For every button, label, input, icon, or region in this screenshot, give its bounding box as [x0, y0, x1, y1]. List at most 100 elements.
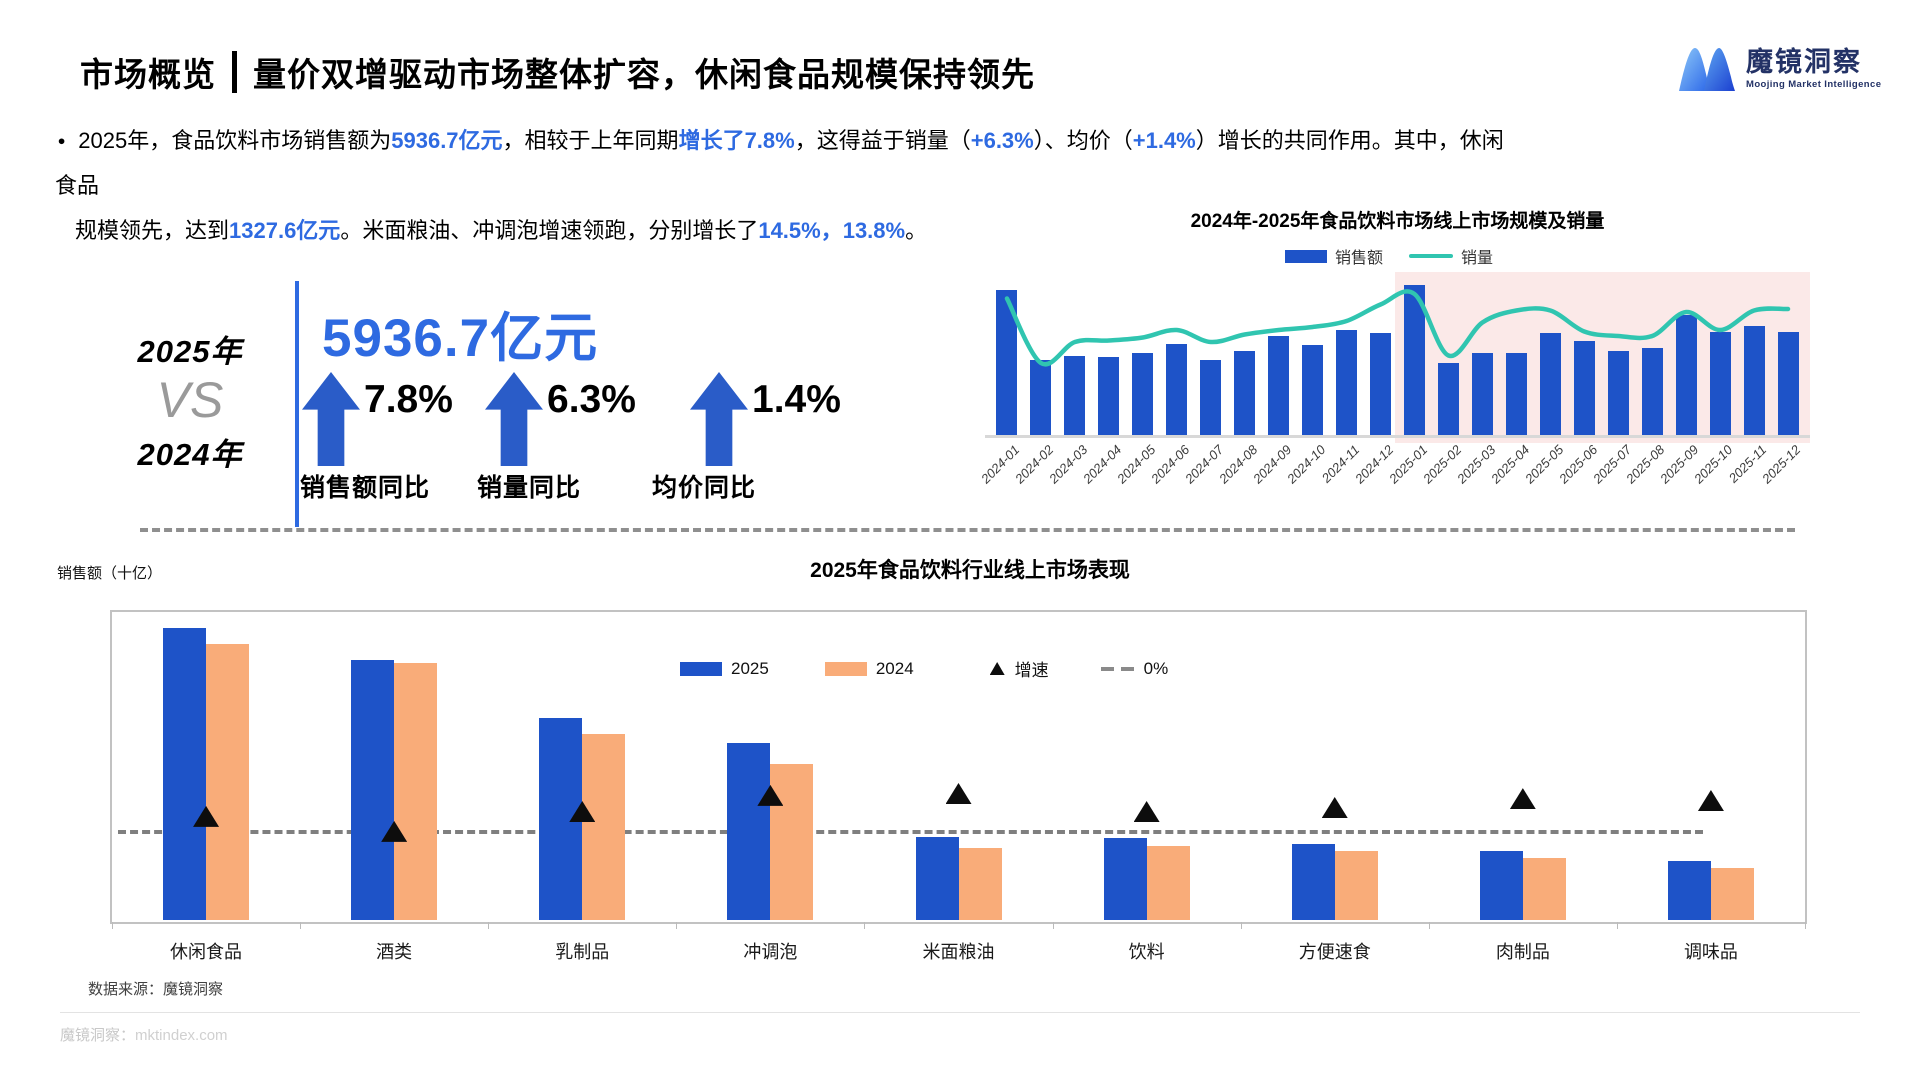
- bar-2025-米面粮油: [915, 837, 959, 920]
- bar-2024-legend-swatch: [824, 661, 867, 676]
- category-axis-tick: [1616, 922, 1618, 929]
- bar-2025-酒类: [351, 659, 395, 920]
- bullet-dot: ●: [57, 133, 66, 148]
- bar-2025-肉制品: [1479, 850, 1523, 920]
- intro-total-sales-value: 5936.7亿元: [391, 128, 503, 153]
- sales-bar-2025-02: [1437, 363, 1459, 435]
- category-axis-tick: [676, 922, 678, 929]
- bar-2024-酒类: [394, 662, 438, 920]
- bar-2024-乳制品: [582, 733, 626, 920]
- year-2025-label: 2025年: [137, 334, 243, 369]
- intro-text: 。米面粮油、冲调泡增速领跑，分别增长了: [340, 218, 759, 243]
- up-arrow-icon: [302, 372, 360, 466]
- year-comparison: 2025年 VS 2024年: [95, 326, 285, 474]
- category-axis-tick: [112, 922, 113, 929]
- sales-bar-2024-06: [1166, 343, 1188, 435]
- intro-text: 。: [905, 218, 928, 243]
- bar-2024-方便速食: [1334, 850, 1378, 920]
- category-label-休闲食品: 休闲食品: [170, 942, 243, 962]
- sales-bar-2024-11: [1336, 330, 1358, 435]
- category-axis-tick: [1240, 922, 1242, 929]
- up-arrow-icon: [485, 372, 543, 466]
- volume-legend-label: 销量: [1461, 250, 1494, 267]
- year-2024-label: 2024年: [137, 437, 243, 472]
- sales-bar-2024-01: [996, 289, 1018, 435]
- category-label-米面粮油: 米面粮油: [922, 942, 995, 962]
- bar-2024-调味品: [1710, 868, 1754, 920]
- page-header: 市场概览 量价双增驱动市场整体扩容，休闲食品规模保持领先: [80, 48, 1035, 96]
- sales-bar-2025-11: [1743, 325, 1765, 435]
- sales-yoy-pct: 7.8%: [364, 378, 453, 421]
- headline-sales-value: 5936.7亿元: [322, 309, 599, 368]
- sales-bar-2024-10: [1302, 345, 1324, 435]
- zero-growth-dashed-line: [118, 830, 1703, 834]
- price-yoy-pct: 1.4%: [752, 378, 841, 421]
- bar-2025-legend-swatch: [680, 661, 722, 676]
- legend-growth-label: 增速: [1014, 661, 1049, 680]
- sales-bar-2024-04: [1098, 357, 1120, 435]
- bar-2025-调味品: [1667, 861, 1711, 920]
- category-label-冲调泡: 冲调泡: [743, 942, 798, 962]
- bar-2024-冲调泡: [770, 764, 814, 920]
- category-label-饮料: 饮料: [1128, 942, 1165, 962]
- bar-2025-冲调泡: [727, 742, 771, 920]
- zero-line-legend-dash: [1100, 666, 1114, 671]
- intro-text: 规模领先，达到: [75, 218, 230, 243]
- sales-bar-2025-10: [1709, 331, 1731, 435]
- intro-text: ，相较于上年同期: [502, 128, 679, 153]
- sales-bar-2025-05: [1539, 333, 1561, 435]
- legend-zero-label: 0%: [1143, 658, 1169, 678]
- intro-category-growth-values: 14.5%，13.8%: [758, 218, 906, 243]
- sales-bar-2024-05: [1132, 352, 1154, 435]
- category-axis-tick: [1052, 922, 1054, 929]
- legend-2025-label: 2025: [731, 658, 769, 678]
- growth-triangle-legend-icon: [989, 662, 1005, 675]
- intro-snack-value: 1327.6亿元: [229, 218, 341, 243]
- data-source-note: 数据来源：魔镜洞察: [88, 981, 224, 998]
- intro-text: ，这得益于销量（: [794, 128, 971, 153]
- volume-yoy-label: 销量同比: [477, 474, 582, 502]
- category-label-酒类: 酒类: [376, 942, 413, 962]
- sales-bar-2024-07: [1200, 360, 1222, 435]
- bar-2024-肉制品: [1522, 857, 1566, 920]
- sales-bar-2025-06: [1573, 340, 1595, 435]
- bar-2025-休闲食品: [163, 627, 207, 920]
- vs-label: VS: [156, 372, 224, 428]
- page-section-label: 市场概览: [80, 56, 216, 93]
- category-axis-tick: [864, 922, 866, 929]
- page-title: 量价双增驱动市场整体扩容，休闲食品规模保持领先: [253, 56, 1035, 93]
- category-axis-tick: [300, 922, 302, 929]
- sales-bar-2024-08: [1234, 351, 1256, 435]
- comparison-divider-line: [295, 281, 299, 527]
- footer-brand-name: 魔镜洞察：: [60, 1027, 136, 1044]
- sales-bar-2025-08: [1641, 348, 1663, 435]
- up-arrow-icon: [690, 372, 748, 466]
- sales-bar-2025-04: [1505, 352, 1527, 435]
- category-label-调味品: 调味品: [1683, 942, 1738, 962]
- category-axis-tick: [1428, 922, 1430, 929]
- sales-bar-2025-12: [1777, 331, 1799, 435]
- sales-bar-legend-swatch: [1285, 249, 1327, 263]
- sales-bar-2024-09: [1268, 336, 1290, 435]
- sales-bar-2025-07: [1607, 351, 1629, 435]
- intro-price-growth-value: +1.4%: [1132, 128, 1196, 153]
- category-label-方便速食: 方便速食: [1298, 942, 1371, 962]
- sales-yoy-label: 销售额同比: [300, 474, 431, 502]
- brand-logo: 魔镜洞察 Moojing Market Intelligence: [1678, 44, 1881, 92]
- category-chart-legend: 2025 2024 增速 0%: [680, 656, 1168, 681]
- bar-2025-方便速食: [1291, 843, 1335, 920]
- category-axis-tick: [488, 922, 490, 929]
- volume-yoy-pct: 6.3%: [547, 378, 636, 421]
- volume-line-legend-swatch: [1409, 254, 1454, 258]
- sales-legend-label: 销售额: [1335, 250, 1384, 267]
- zero-line-legend-dash: [1120, 666, 1134, 671]
- category-chart-y-axis-label: 销售额（十亿）: [57, 565, 163, 582]
- sales-bar-2024-03: [1064, 355, 1086, 435]
- category-label-肉制品: 肉制品: [1495, 942, 1550, 962]
- footer-site-url: mktindex.com: [135, 1027, 228, 1044]
- section-dashed-divider: [140, 528, 1795, 532]
- monthly-chart-x-axis: [985, 435, 1810, 438]
- intro-text: ）、均价（: [1033, 128, 1133, 153]
- moojing-m-icon: [1679, 48, 1735, 91]
- sales-bar-2025-09: [1675, 315, 1697, 435]
